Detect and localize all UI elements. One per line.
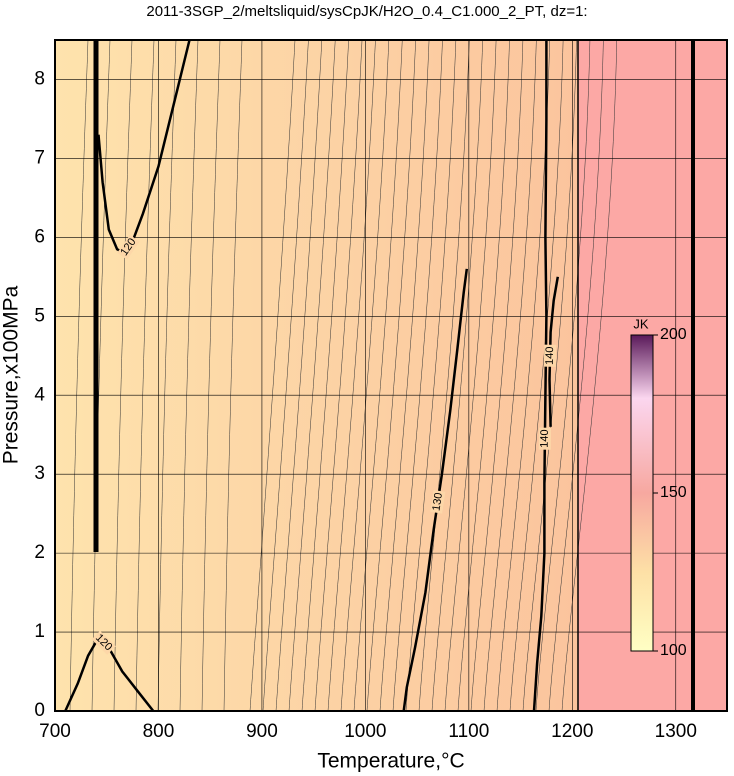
minor-contour: [379, 39, 430, 712]
x-axis-label: Temperature,°C: [317, 750, 464, 773]
frame: [54, 39, 728, 712]
minor-contour: [535, 39, 591, 712]
minor-contour: [405, 39, 457, 712]
minor-contour: [262, 39, 309, 712]
minor-contour: [418, 39, 470, 712]
contour-label-bg: [543, 344, 557, 367]
contour-label: 140: [539, 429, 551, 448]
minor-contour: [135, 39, 155, 712]
grid: [54, 40, 728, 712]
x-tick-label: 1200: [551, 721, 593, 742]
minor-contour: [457, 39, 510, 712]
minor-contour: [275, 39, 323, 712]
y-tick-label: 1: [34, 621, 45, 642]
y-tick-label: 0: [34, 700, 45, 721]
y-tick-label: 2: [34, 542, 45, 563]
contour-label: 140: [544, 346, 556, 365]
minor-contour: [431, 39, 483, 712]
y-tick-label: 3: [34, 463, 45, 484]
x-tick-label: 1100: [448, 721, 489, 742]
colorbar-label: JK: [633, 316, 649, 331]
minor-contour: [444, 39, 497, 712]
minor-contour: [69, 39, 89, 712]
x-tick-label: 1300: [655, 721, 697, 742]
minor-contour: [91, 39, 111, 712]
minor-contour: [366, 39, 416, 712]
contour-label-bg: [538, 427, 552, 450]
minor-contour: [157, 39, 177, 712]
y-tick-label: 6: [34, 226, 45, 247]
minor-contour: [470, 39, 524, 712]
colorbar: [630, 334, 654, 652]
y-tick-label: 8: [34, 68, 45, 89]
minor-contour: [249, 39, 296, 712]
y-tick-label: 7: [34, 147, 45, 168]
y-tick-label: 4: [34, 384, 45, 405]
colorbar-tick-label: 200: [660, 326, 687, 343]
colorbar-tick-label: 150: [660, 484, 687, 501]
x-tick-label: 700: [39, 721, 71, 742]
minor-contour: [179, 39, 199, 712]
colorbar-tick-label: 100: [660, 642, 687, 659]
contour-line: [548, 276, 560, 427]
x-tick-label: 800: [143, 721, 175, 742]
chart-title: 2011-3SGP_2/meltsliquid/sysCpJK/H2O_0.4_…: [146, 3, 587, 20]
minor-contour: [548, 39, 604, 712]
minor-contour: [340, 39, 390, 712]
minor-contour: [301, 39, 349, 712]
minor-contour: [353, 39, 403, 712]
y-tick-label: 5: [34, 305, 45, 326]
minor-contour: [113, 39, 133, 712]
minor-contour: [201, 39, 221, 712]
contour-label-bg: [117, 234, 140, 260]
contour-label-bg: [91, 630, 116, 655]
minor-contour: [327, 39, 376, 712]
contour-label: 130: [430, 492, 445, 512]
minor-contour: [561, 39, 617, 712]
x-tick-label: 1000: [344, 721, 386, 742]
contour-label-bg: [430, 490, 446, 514]
minor-contour: [509, 39, 564, 712]
minor-contour: [288, 39, 336, 712]
minor-contour: [392, 39, 443, 712]
minor-contour: [483, 39, 537, 712]
minor-contour: [314, 39, 363, 712]
x-tick-label: 900: [246, 721, 278, 742]
minor-contour: [223, 39, 243, 712]
y-axis-label: Pressure,x100MPa: [0, 285, 23, 464]
field-low: [55, 40, 578, 711]
